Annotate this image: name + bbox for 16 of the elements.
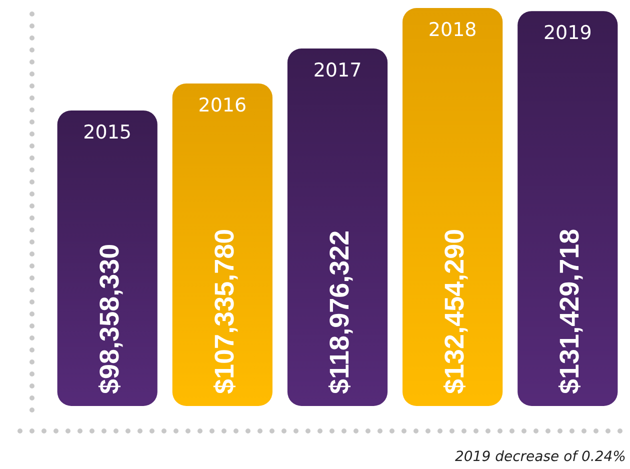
- bar: [518, 11, 618, 406]
- bar: [287, 48, 388, 406]
- bar: [57, 110, 158, 406]
- x-tick-label: 2016: [198, 94, 247, 116]
- data-label: $118,976,322: [324, 230, 354, 394]
- x-tick-label: 2015: [83, 121, 132, 144]
- data-label: $98,358,330: [94, 244, 124, 394]
- text: 2019 decrease of 0.24%: [454, 449, 626, 465]
- bar: [172, 83, 272, 406]
- bar: [402, 8, 503, 406]
- data-label: $131,429,718: [554, 228, 585, 394]
- data-label: $107,335,780: [209, 228, 240, 394]
- x-tick-label: 2018: [428, 19, 477, 41]
- data-label: $132,454,290: [440, 228, 470, 394]
- x-tick-label: 2019: [543, 22, 592, 44]
- x-tick-label: 2017: [313, 60, 362, 82]
